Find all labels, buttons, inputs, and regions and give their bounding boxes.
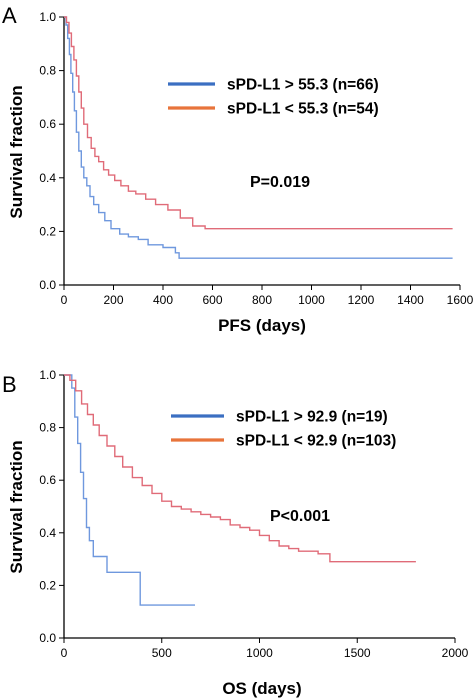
panel-b-y-tick-label: 0.8 [39,421,56,435]
panel-b-y-tick-label: 0.4 [39,526,56,540]
panel-b-y-tick-label: 0.0 [39,631,56,645]
panel-a-x-tick-label: 1400 [397,293,424,307]
panel-a-x-tick-label: 400 [153,293,173,307]
panel-a-letter: A [2,3,17,28]
panel-b-x-tick-label: 2000 [442,646,469,660]
panel-a-x-axis-title: PFS (days) [218,316,306,335]
panel-b-y-tick-label: 0.6 [39,473,56,487]
panel-b-y-axis-title: Survival fraction [7,440,26,573]
panel-b-series-2-curve [64,374,416,563]
panel-a-y-axis-title: Survival fraction [7,85,26,218]
panel-b-letter: B [2,372,17,397]
panel-b-x-axis-title: OS (days) [222,679,301,698]
panel-b-x-tick-label: 500 [152,646,172,660]
panel-a-x-tick-label: 0 [61,293,68,307]
panel-a-y-tick-label: 0.8 [39,64,56,78]
panel-a-y-tick-label: 0.0 [39,278,56,292]
panel-b-legend-label-2: sPD-L1 < 92.9 (n=103) [236,433,396,450]
panel-a-x-tick-label: 1000 [298,293,325,307]
panel-a-x-tick-label: 200 [103,293,123,307]
panel-a-y-tick-label: 0.4 [39,171,56,185]
panel-a-series-1-curve [64,16,453,259]
panel-a-legend-label-1: sPD-L1 > 55.3 (n=66) [227,77,379,94]
panel-a-y-tick-label: 0.6 [39,117,56,131]
panel-b-series-1-curve [64,374,195,606]
panel-a-x-tick-label: 1600 [447,293,474,307]
panel-b-y-tick-label: 0.2 [39,578,56,592]
panel-a-p-value: P=0.019 [250,174,310,191]
panel-b-y-tick-label: 1.0 [39,368,56,382]
panel-a-x-tick-label: 1200 [348,293,375,307]
panel-b-p-value: P<0.001 [270,508,330,525]
panel-a-legend-label-2: sPD-L1 < 55.3 (n=54) [227,101,379,118]
panel-a-y-tick-label: 1.0 [39,10,56,24]
panel-b-x-tick-label: 1000 [246,646,273,660]
panel-b-legend-label-1: sPD-L1 > 92.9 (n=19) [236,409,388,426]
panel-a-series-2-curve [64,16,453,230]
panel-a-x-tick-label: 600 [202,293,222,307]
panel-a-y-tick-label: 0.2 [39,224,56,238]
panel-b-x-tick-label: 1500 [344,646,371,660]
panel-b-x-tick-label: 0 [61,646,68,660]
panel-a-x-tick-label: 800 [252,293,272,307]
